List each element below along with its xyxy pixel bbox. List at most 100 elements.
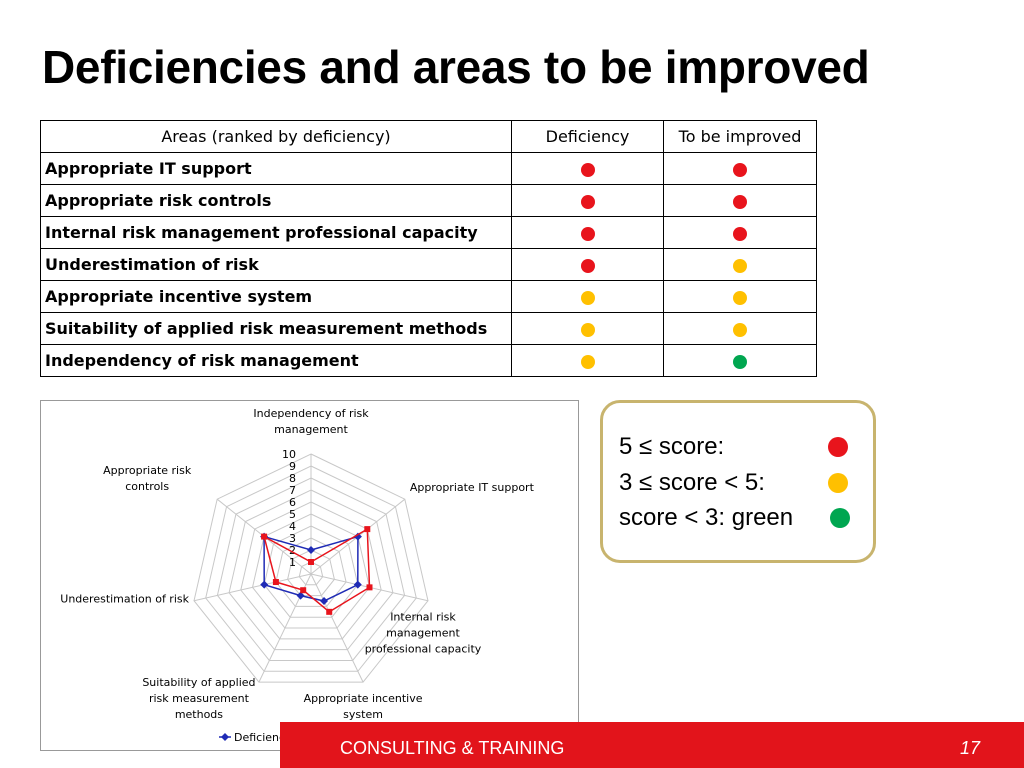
category-label-line: management: [386, 627, 460, 640]
table-header-row: Areas (ranked by deficiency) Deficiency …: [40, 120, 817, 153]
area-name: Independency of risk management: [40, 344, 512, 377]
yellow-dot-icon: [580, 354, 595, 369]
tick-label: 7: [289, 484, 296, 497]
legend-row-red: 5 ≤ score:: [619, 433, 725, 460]
red-dot-icon: [580, 162, 595, 177]
to-be-improved-cell: [663, 152, 817, 185]
category-label: Appropriate IT support: [410, 481, 535, 494]
to-be-improved-cell: [663, 280, 817, 313]
axis-spoke: [193, 573, 312, 602]
category-label-line: professional capacity: [365, 643, 482, 656]
category-label-line: Independency of risk: [253, 407, 369, 420]
category-label-line: controls: [125, 480, 169, 493]
deficiency-cell: [511, 248, 664, 281]
yellow-dot-icon: [733, 258, 747, 273]
yellow-dot-icon: [580, 290, 595, 305]
table-row: Underestimation of risk: [40, 248, 817, 281]
category-label-line: risk measurement: [149, 692, 250, 705]
category-label-line: Internal risk: [390, 611, 456, 624]
category-label-line: Underestimation of risk: [60, 593, 189, 606]
deficiency-cell: [511, 312, 664, 345]
data-point-marker: [296, 591, 305, 600]
category-label: Appropriate risk controls: [103, 464, 192, 493]
data-point-marker: [320, 597, 329, 606]
grid-ring: [298, 561, 324, 586]
table-body: Appropriate IT support Appropriate risk c…: [40, 152, 817, 377]
red-dot-icon: [733, 226, 747, 241]
grid-ring: [287, 549, 335, 597]
grid-ring: [240, 501, 382, 640]
category-label-line: methods: [175, 708, 223, 721]
tick-label: 1: [289, 556, 296, 569]
yellow-dot-icon: [828, 473, 848, 493]
tick-label: 9: [289, 460, 296, 473]
deficiency-cell: [511, 280, 664, 313]
area-name: Appropriate IT support: [40, 152, 512, 185]
table-row: Appropriate risk controls: [40, 184, 817, 217]
area-name: Appropriate risk controls: [40, 184, 512, 217]
green-dot-icon: [733, 354, 747, 369]
deficiency-cell: [511, 184, 664, 217]
area-name: Suitability of applied risk measurement …: [40, 312, 512, 345]
to-be-improved-cell: [663, 344, 817, 377]
data-point-marker: [308, 559, 314, 565]
to-be-improved-cell: [663, 216, 817, 249]
deficiency-cell: [511, 344, 664, 377]
red-dot-icon: [580, 258, 595, 273]
header-deficiency: Deficiency: [511, 120, 664, 153]
deficiency-table: Areas (ranked by deficiency) Deficiency …: [40, 120, 817, 377]
red-dot-icon: [580, 226, 595, 241]
red-dot-icon: [733, 194, 747, 209]
area-name: Underestimation of risk: [40, 248, 512, 281]
category-label-line: Appropriate incentive: [304, 692, 423, 705]
data-point-marker: [272, 579, 279, 586]
data-point-marker: [260, 580, 269, 589]
category-label-line: Appropriate IT support: [410, 481, 535, 494]
grid-ring: [193, 453, 429, 683]
table-row: Internal risk management professional ca…: [40, 216, 817, 249]
score-legend: 5 ≤ score: 3 ≤ score < 5: score < 3: gre…: [600, 400, 876, 563]
tick-label: 4: [289, 520, 296, 533]
table-row: Appropriate incentive system: [40, 280, 817, 313]
tick-label: 3: [289, 532, 296, 545]
page-number: 17: [960, 738, 981, 758]
data-point-marker: [364, 526, 371, 533]
grid-ring: [251, 513, 371, 629]
red-dot-icon: [733, 162, 747, 177]
yellow-dot-icon: [580, 322, 595, 337]
data-point-marker: [300, 587, 307, 594]
tick-label: 2: [289, 544, 296, 557]
page-title: Deficiencies and areas to be improved: [42, 41, 870, 93]
area-name: Internal risk management professional ca…: [40, 216, 512, 249]
tick-label: 8: [289, 472, 296, 485]
header-areas: Areas (ranked by deficiency): [40, 120, 512, 153]
to-be-improved-cell: [663, 312, 817, 345]
data-point-marker: [326, 608, 333, 615]
legend-label: Deficiency: [234, 731, 292, 744]
tick-label: 6: [289, 496, 296, 509]
category-label: Appropriate incentive system: [304, 692, 423, 721]
table-row: Appropriate IT support: [40, 152, 817, 185]
header-to-be-improved: To be improved: [663, 120, 817, 153]
red-dot-icon: [828, 437, 848, 457]
category-label-line: Appropriate risk: [103, 464, 192, 477]
axis-spoke: [310, 573, 364, 683]
grid-ring: [263, 525, 359, 618]
category-label-line: system: [343, 708, 383, 721]
footer-company: CONSULTING & TRAINING: [340, 738, 565, 758]
category-label-line: Suitability of applied: [142, 676, 255, 689]
category-label-line: management: [274, 423, 348, 436]
radar-chart: 1 2 3 4 5 6 7 8 9 10 Independency of risk managemen…: [40, 400, 579, 751]
legend-row-yellow: 3 ≤ score < 5:: [619, 469, 765, 496]
data-point-marker: [366, 584, 373, 591]
category-label: Underestimation of risk: [60, 593, 189, 606]
data-point-marker: [307, 546, 315, 554]
grid-ring: [216, 477, 406, 661]
red-dot-icon: [580, 194, 595, 209]
tick-label: 5: [289, 508, 296, 521]
category-label: Internal risk management professional capa…: [365, 611, 482, 656]
deficiency-cell: [511, 152, 664, 185]
legend-row-green: score < 3: green: [619, 504, 794, 531]
table-row: Independency of risk management: [40, 344, 817, 377]
